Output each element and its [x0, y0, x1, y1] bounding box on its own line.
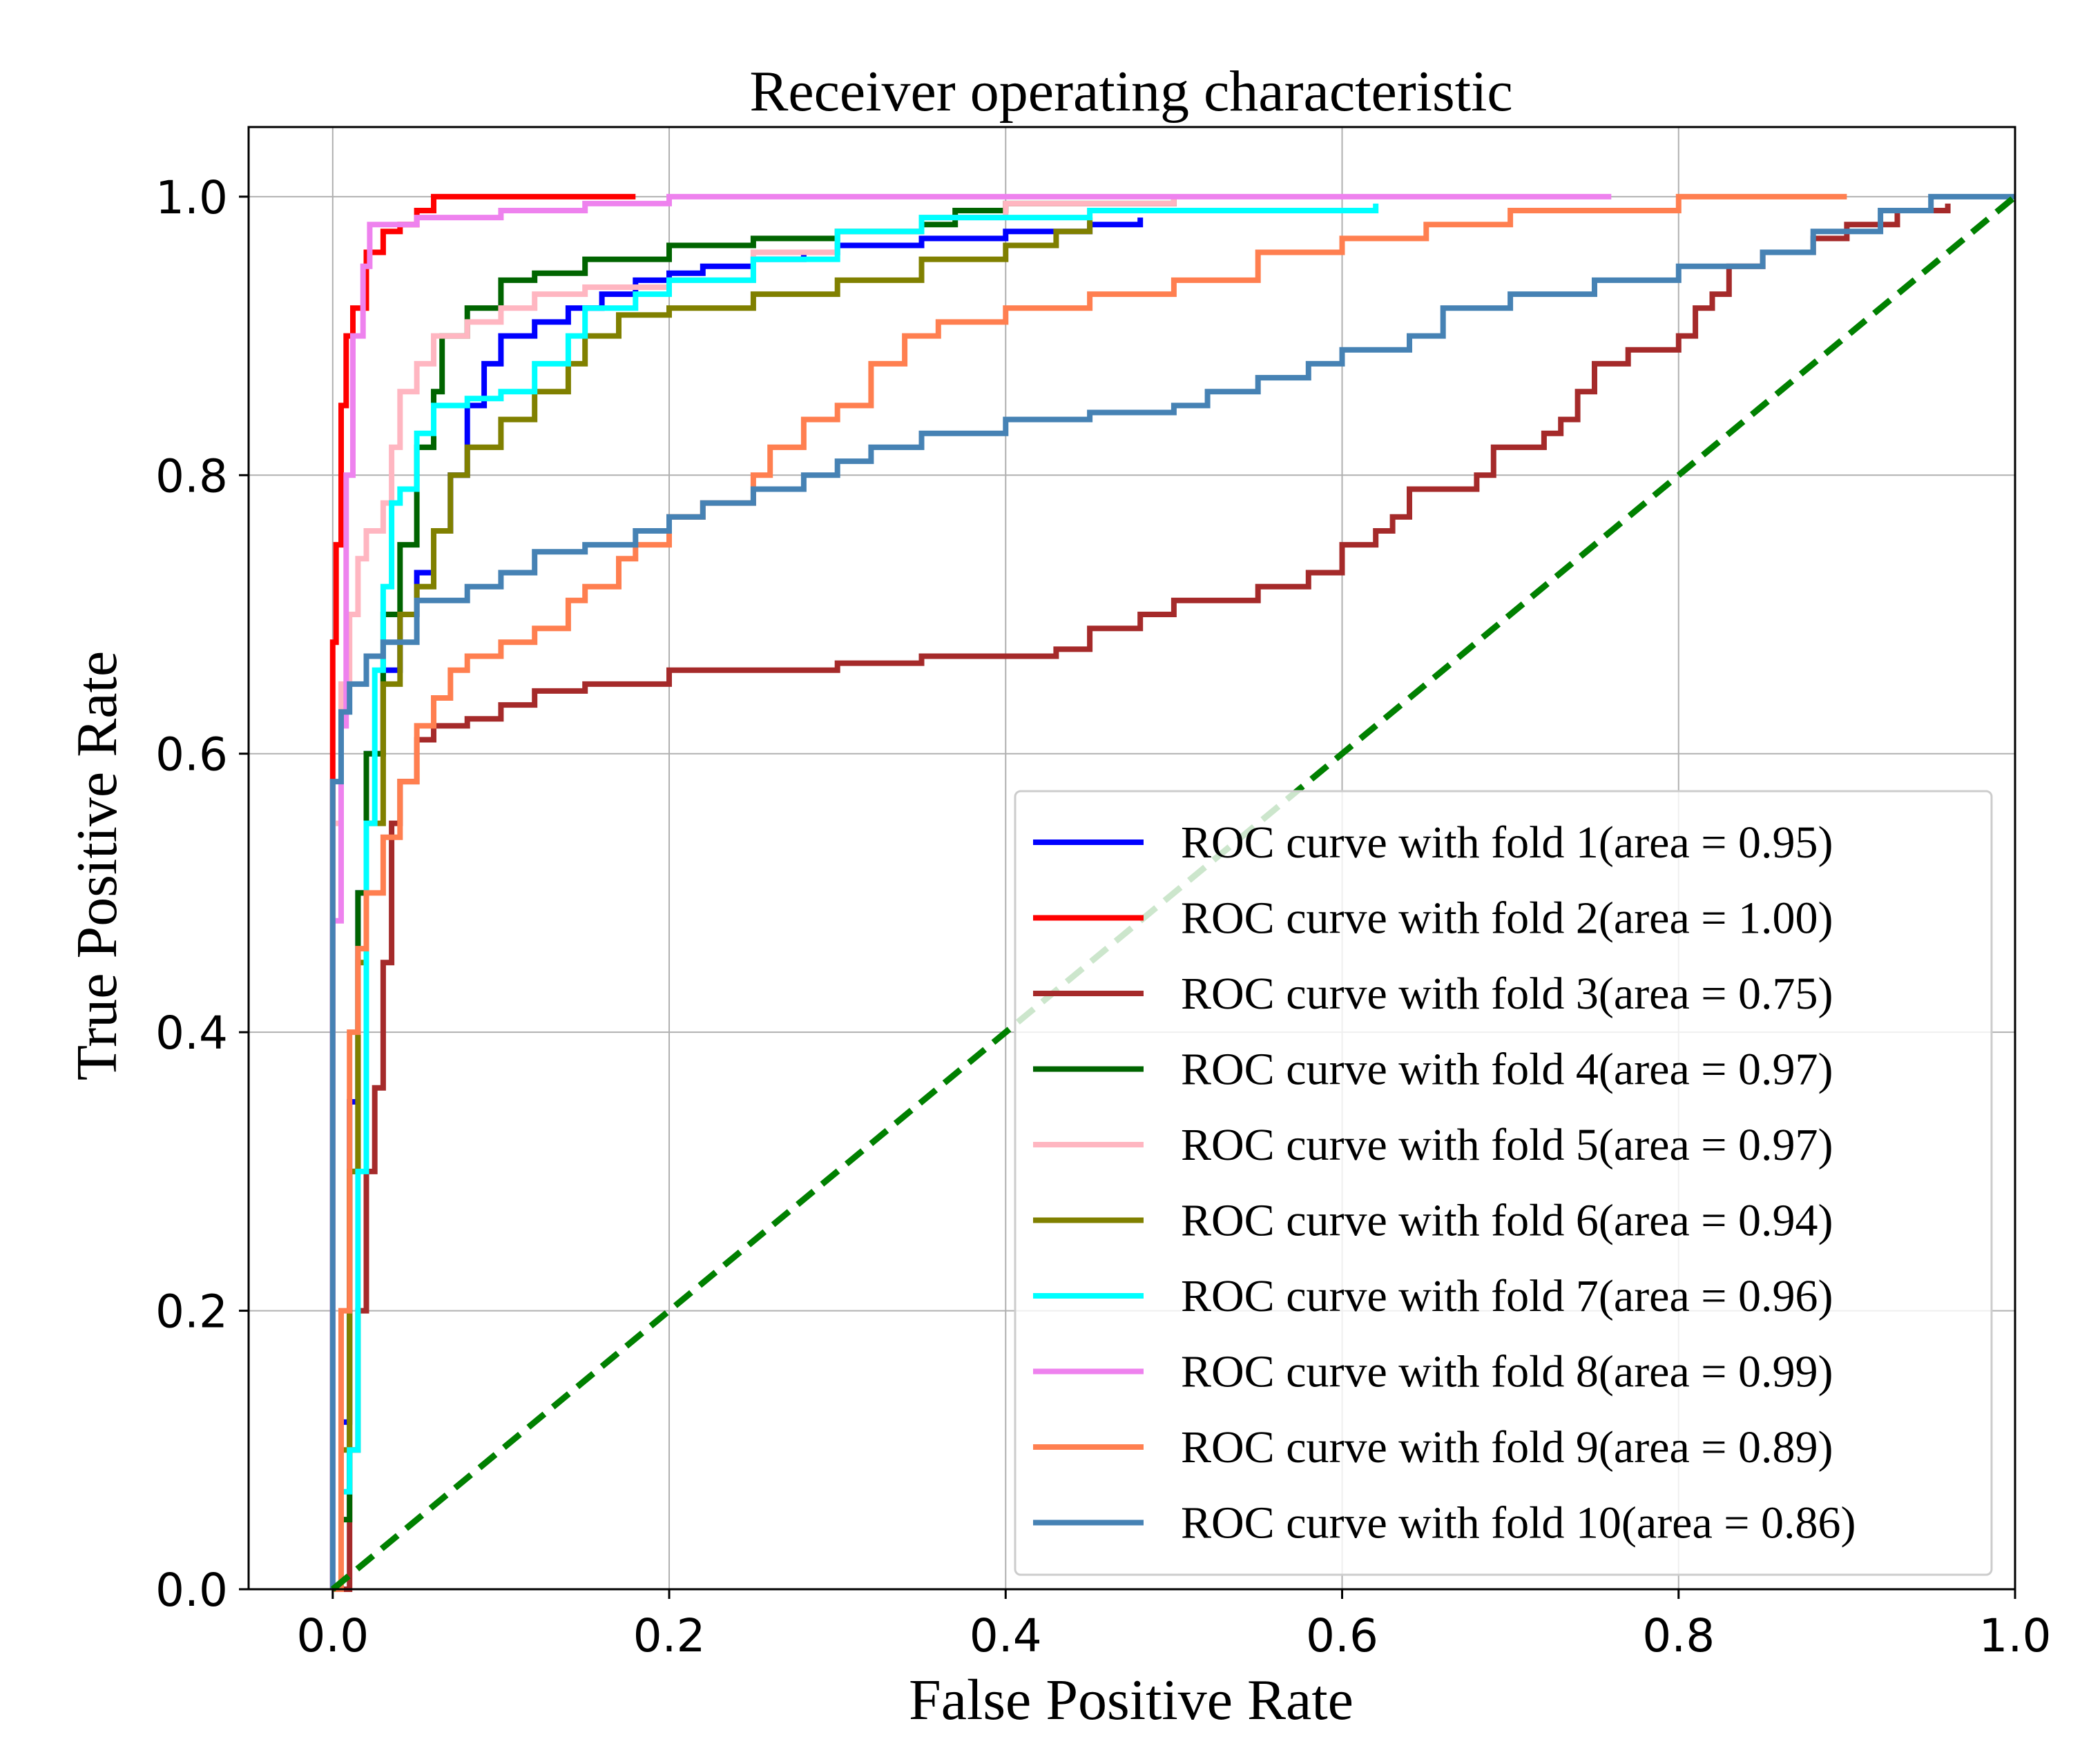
legend-label: ROC curve with fold 7(area = 0.96): [1181, 1271, 1833, 1321]
x-tick-label: 1.0: [1979, 1609, 2052, 1662]
y-tick-label: 0.6: [155, 728, 228, 782]
roc-curve-fold-10: [329, 193, 2015, 1589]
x-tick-label: 0.0: [296, 1609, 369, 1662]
y-tick-label: 0.8: [155, 449, 228, 503]
legend-label: ROC curve with fold 4(area = 0.97): [1181, 1045, 1833, 1095]
legend-label: ROC curve with fold 1(area = 0.95): [1181, 817, 1833, 868]
legend-label: ROC curve with fold 8(area = 0.99): [1181, 1347, 1833, 1397]
x-tick-label: 0.2: [633, 1609, 706, 1662]
legend: ROC curve with fold 1(area = 0.95) ROC cu…: [1014, 790, 1993, 1576]
y-tick-label: 0.0: [155, 1564, 228, 1617]
x-axis-label: False Positive Rate: [909, 1668, 1354, 1732]
axis-ticks: 0.0 0.2 0.4 0.6 0.8 1.0 0.0 0.2 0.4 0.6 0.8 1.0: [155, 171, 2051, 1662]
y-tick-label: 0.2: [155, 1285, 228, 1339]
legend-label: ROC curve with fold 2(area = 1.00): [1181, 893, 1833, 944]
roc-curve-fold-7: [332, 203, 1379, 1592]
legend-label: ROC curve with fold 9(area = 0.89): [1181, 1422, 1833, 1473]
y-tick-label: 0.4: [155, 1007, 228, 1060]
plot-frame: [247, 126, 2016, 1591]
x-tick-label: 0.6: [1306, 1609, 1378, 1662]
x-tick-label: 0.4: [970, 1609, 1042, 1662]
x-tick-label: 0.8: [1642, 1609, 1715, 1662]
legend-label: ROC curve with fold 6(area = 0.94): [1181, 1196, 1833, 1246]
chart-title: Receiver operating characteristic: [749, 59, 1512, 124]
legend-label: ROC curve with fold 3(area = 0.75): [1181, 969, 1833, 1019]
y-axis-label: True Positive Rate: [65, 651, 129, 1080]
legend-label: ROC curve with fold 5(area = 0.97): [1181, 1120, 1833, 1170]
y-tick-label: 1.0: [155, 171, 228, 224]
series-layer: [329, 193, 2017, 1592]
legend-label: ROC curve with fold 10(area = 0.86): [1181, 1498, 1856, 1549]
roc-curve-fold-6: [332, 217, 1093, 1592]
legend-box: [1014, 790, 1993, 1576]
